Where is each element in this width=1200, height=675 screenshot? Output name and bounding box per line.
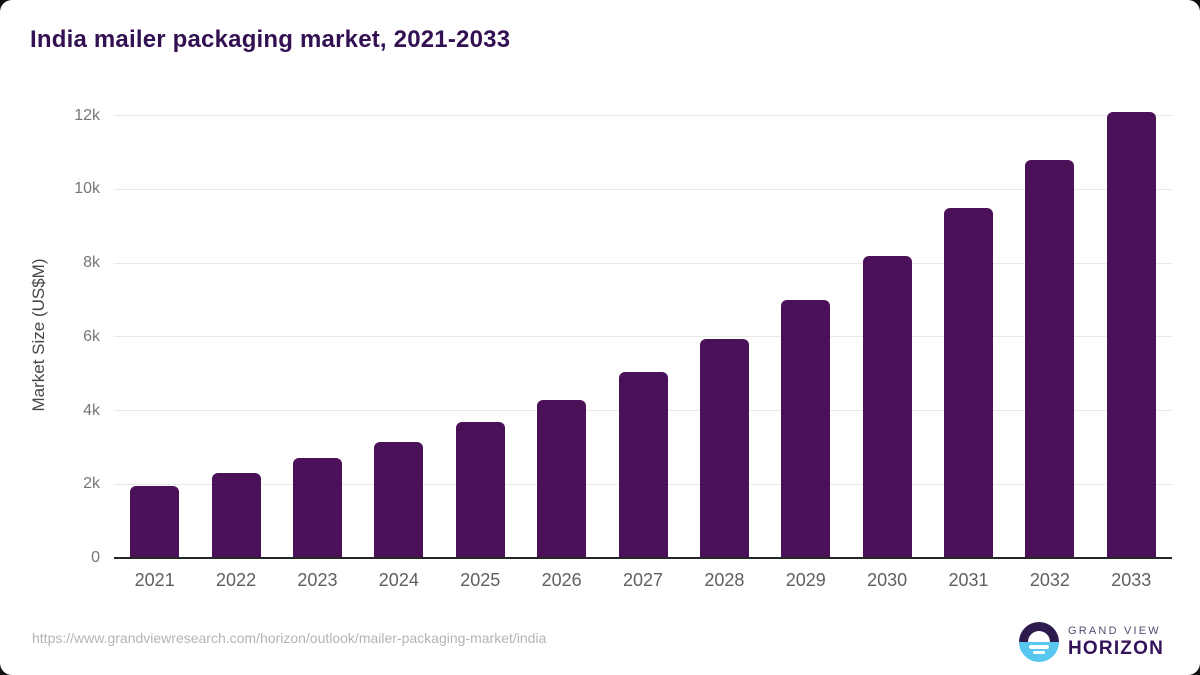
x-label-2022: 2022 bbox=[216, 570, 257, 590]
y-tick-label-12k: 12k bbox=[74, 106, 100, 124]
plot-area bbox=[114, 112, 1172, 559]
chart-title: India mailer packaging market, 2021-2033 bbox=[30, 26, 511, 53]
y-tick-label-10k: 10k bbox=[74, 180, 100, 198]
x-label-2032: 2032 bbox=[1029, 570, 1070, 590]
x-label-2024: 2024 bbox=[378, 570, 419, 590]
x-label-2027: 2027 bbox=[622, 570, 663, 590]
y-axis-tick-labels: 0 2k 4k 6k 8k 10k 12k bbox=[0, 107, 100, 566]
x-axis-line bbox=[114, 557, 1172, 559]
bar-2022[interactable] bbox=[211, 473, 261, 558]
bar-2026[interactable] bbox=[537, 399, 587, 558]
bar-2023[interactable] bbox=[292, 458, 342, 558]
y-tick-label-8k: 8k bbox=[83, 254, 100, 272]
bar-2031[interactable] bbox=[944, 207, 994, 558]
source-url: https://www.grandviewresearch.com/horizo… bbox=[32, 630, 547, 646]
bar-2024[interactable] bbox=[374, 441, 424, 558]
horizon-reflection-line-2 bbox=[1033, 651, 1045, 654]
y-tick-label-2k: 2k bbox=[83, 475, 100, 493]
gridline-10k bbox=[114, 188, 1172, 190]
gridline-6k bbox=[114, 336, 1172, 338]
horizon-sun-icon bbox=[1019, 622, 1059, 662]
logo-brand-name: GRAND VIEW bbox=[1068, 624, 1161, 637]
y-tick-label-0: 0 bbox=[91, 549, 100, 566]
x-label-2030: 2030 bbox=[867, 570, 908, 590]
gridline-8k bbox=[114, 262, 1172, 264]
bar-2032[interactable] bbox=[1025, 159, 1075, 558]
horizon-reflection-line-1 bbox=[1029, 645, 1049, 649]
bar-2025[interactable] bbox=[455, 421, 505, 558]
x-label-2033: 2033 bbox=[1111, 570, 1152, 590]
bar-2021[interactable] bbox=[130, 486, 180, 558]
gridline-12k bbox=[114, 115, 1172, 117]
logo-product-name: HORIZON bbox=[1068, 637, 1165, 659]
sun-dome-shape bbox=[1028, 631, 1050, 642]
logo-text: GRAND VIEW HORIZON bbox=[1068, 625, 1164, 660]
bar-2029[interactable] bbox=[781, 299, 831, 558]
x-label-2023: 2023 bbox=[297, 570, 338, 590]
x-label-2025: 2025 bbox=[460, 570, 501, 590]
x-label-2021: 2021 bbox=[134, 570, 175, 590]
bar-2027[interactable] bbox=[618, 371, 668, 558]
grand-view-horizon-logo: GRAND VIEW HORIZON bbox=[1019, 622, 1164, 662]
x-label-2031: 2031 bbox=[948, 570, 989, 590]
x-label-2028: 2028 bbox=[704, 570, 745, 590]
y-tick-label-6k: 6k bbox=[83, 327, 100, 345]
bar-2030[interactable] bbox=[862, 255, 912, 558]
x-label-2026: 2026 bbox=[541, 570, 582, 590]
bar-2028[interactable] bbox=[699, 338, 749, 558]
bar-2033[interactable] bbox=[1106, 112, 1156, 558]
x-label-2029: 2029 bbox=[785, 570, 826, 590]
y-tick-label-4k: 4k bbox=[83, 401, 100, 419]
x-axis-labels: 2021 2022 2023 2024 2025 2026 2027 2028 2029 2030… bbox=[114, 568, 1172, 592]
